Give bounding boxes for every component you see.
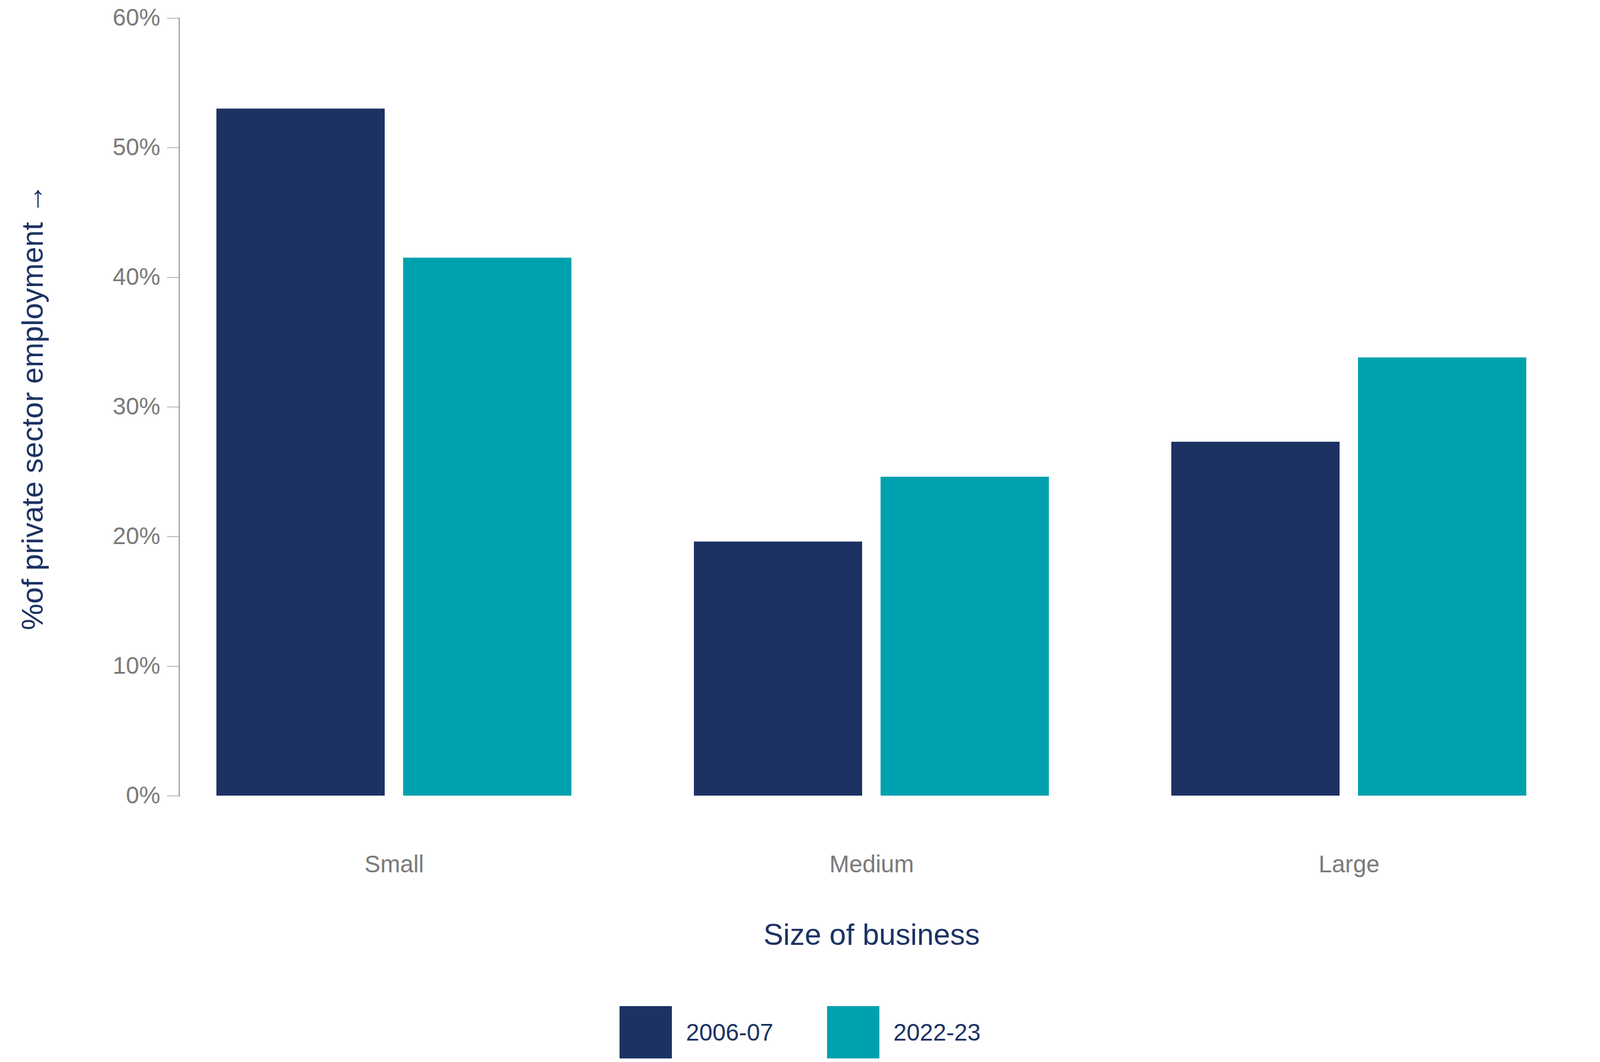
svg-text:Large: Large [1318,850,1380,877]
svg-text:50%: 50% [112,133,160,160]
svg-text:0%: 0% [126,781,161,809]
html-text:2006-07: 2006-07 [685,1018,774,1045]
svg-text:Size of business: Size of business [763,918,980,952]
svg-text:Small: Small [364,850,424,877]
svg-text:40%: 40% [112,263,160,290]
svg-text:Medium: Medium [829,850,914,877]
svg-text:10%: 10% [112,652,160,679]
html-text:2022-23: 2022-23 [893,1018,981,1045]
svg-text:60%: 60% [112,4,160,31]
svg-text:30%: 30% [112,393,160,420]
svg-text:%of private sector employment: %of private sector employment → [16,183,50,630]
svg-text:20%: 20% [112,522,160,549]
